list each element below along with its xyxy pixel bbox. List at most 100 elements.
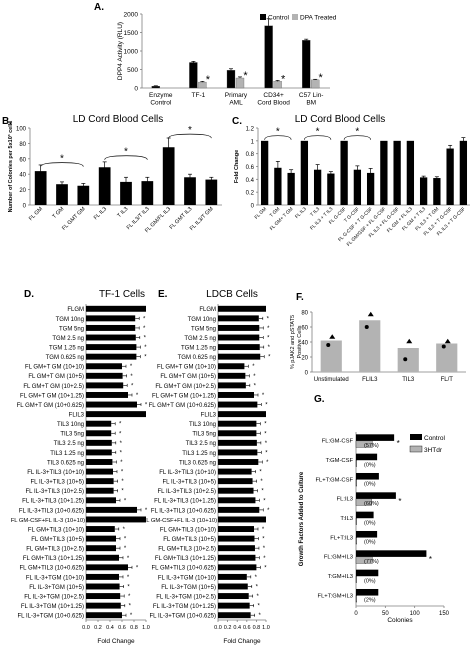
significance-star: * (188, 125, 192, 136)
bar-colonies-2 (77, 185, 90, 205)
ldcb-row-label: TIL3 5ng (192, 432, 216, 438)
y-category-label: T:GM+IL3 (328, 574, 353, 580)
data-point-triangle (406, 338, 413, 344)
percent-annotation: (0%) (364, 482, 376, 488)
tf1-bar-26 (86, 554, 119, 561)
bar-control-0 (151, 86, 160, 89)
data-point-circle (326, 343, 331, 347)
significance-star: * (267, 336, 270, 342)
x-tick-label: 150 (439, 611, 450, 617)
significance-star: * (267, 508, 270, 514)
significance-star: * (127, 575, 130, 581)
ldcb-row-label: FL IL-3+TGM (10+2.5) (156, 594, 216, 600)
tf1-bar-15 (86, 449, 112, 456)
tf1-row-label: TGM 2.5 ng (52, 336, 84, 342)
bar-pjak-3 (436, 343, 458, 372)
x-category-label: C57 Lin- (299, 92, 324, 99)
bar-fold-change-10 (393, 140, 401, 205)
bar-3htdr-7 (355, 576, 357, 583)
ldcb-bar-30 (218, 593, 249, 600)
tf1-row-label: FL GM+TIL3 (10+5) (31, 537, 84, 543)
tf1-bar-5 (86, 353, 137, 360)
significance-star: * (243, 70, 248, 82)
bar-control-4 (356, 511, 374, 519)
ldcb-bar-0 (218, 305, 266, 312)
y-tick-label: 0.6 (246, 165, 255, 171)
tf1-bar-12 (86, 420, 112, 427)
percent-annotation: (0%) (364, 462, 376, 468)
significance-star: * (264, 565, 267, 571)
ldcb-row-label: FL GM+TIL3 (10+2.5) (158, 547, 216, 553)
panel-c-label: C. (232, 116, 242, 127)
bar-control-3 (264, 25, 273, 89)
bar-3htdr-8 (355, 595, 357, 603)
x-tick-label: 0 (354, 611, 358, 617)
x-category-label: Cord Blood (257, 100, 290, 107)
significance-star: * (144, 355, 147, 361)
percent-annotation: (0%) (364, 540, 376, 546)
tf1-bar-8 (86, 382, 124, 389)
legend-label-dpa: DPA Treated (300, 15, 337, 22)
significance-star: * (265, 403, 268, 409)
ldcb-row-label: FL IL-3+TIL3 (10+2.5) (158, 489, 216, 495)
significance-star: * (121, 470, 124, 476)
significance-star: * (121, 489, 124, 495)
tf1-row-label: FL IL-3+TGM (10+5) (29, 585, 84, 591)
significance-star: * (124, 537, 127, 543)
y-tick-label: 1000 (124, 49, 139, 56)
ldcb-row-label: FL IL-3+TGM (10+0.625) (150, 614, 216, 620)
bar-3htdr-0 (355, 440, 373, 448)
y-tick-label: 100 (16, 127, 27, 133)
tf1-bar-14 (86, 439, 112, 446)
legend-swatch-dpa (292, 14, 298, 20)
bar-fold-change-2 (287, 172, 295, 205)
significance-bracket (168, 133, 212, 139)
y-tick-label: 60 (301, 326, 308, 332)
ldcb-row-label: TIL3 2.5 ng (186, 441, 216, 447)
x-category-label: T IL3 (116, 206, 129, 219)
x-category-label: Primary (225, 92, 248, 99)
bar-pjak-2 (397, 348, 419, 372)
tf1-bar-10 (86, 401, 137, 408)
percent-annotation: (60%) (364, 501, 379, 507)
bar-colonies-6 (162, 147, 175, 205)
tf1-bar-24 (86, 535, 116, 542)
tf1-bar-29 (86, 583, 120, 590)
bar-fold-change-0 (260, 140, 269, 205)
panel-f-label: F. (296, 292, 304, 303)
significance-star: * (262, 527, 265, 533)
y-tick-label: 2000 (124, 12, 139, 19)
significance-star: * (258, 604, 261, 610)
data-point-triangle (329, 334, 336, 339)
tf1-row-label: FL IL-3+TIL3 (10+0.625) (19, 508, 84, 514)
y-tick-label: 1500 (124, 30, 139, 37)
legend-label-control: Control (268, 15, 290, 22)
ldcb-bar-4 (218, 344, 260, 351)
tf1-bar-9 (86, 392, 128, 398)
significance-star: * (130, 374, 133, 380)
x-tick-label: 0.4 (106, 625, 114, 631)
y-category-label: FL:IL3 (337, 497, 353, 503)
ldcb-bar-3 (218, 334, 260, 341)
significance-bracket (264, 135, 292, 140)
legend-label-control: Control (424, 435, 446, 442)
bar-control-2 (356, 472, 379, 480)
ldcb-row-label: FL GM+T GM (10+2.5) (155, 384, 216, 390)
significance-star: * (206, 74, 211, 86)
ldcb-row-label: TGM 0.625 ng (178, 355, 216, 361)
y-category-label: FL+T:GM+IL3 (318, 593, 353, 599)
bar-3htdr-1 (355, 460, 357, 467)
bar-fold-change-3 (300, 140, 309, 205)
tf1-bar-3 (86, 334, 136, 341)
y-category-label: FL+T:GM-CSF (315, 477, 353, 483)
x-axis-label: Colonies (387, 617, 413, 624)
ldcb-row-label: TGM 10ng (188, 317, 216, 323)
data-point-circle (364, 325, 369, 329)
significance-star: * (262, 393, 265, 399)
bar-colonies-1 (56, 184, 68, 205)
tf1-bar-2 (86, 324, 136, 331)
significance-star: * (129, 604, 132, 610)
x-tick-label: 1.0 (142, 625, 150, 631)
ldcb-x-axis-label: Fold Change (223, 638, 261, 645)
significance-star: * (397, 439, 400, 448)
